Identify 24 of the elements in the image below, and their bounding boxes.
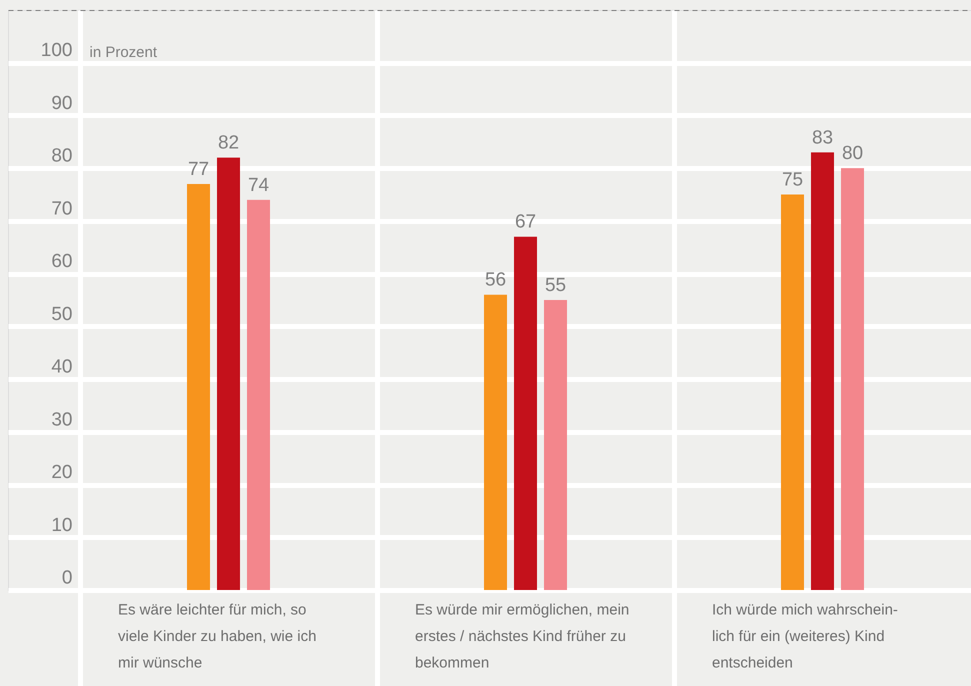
data-label: 82 bbox=[218, 132, 240, 154]
x-tick-label: Es wäre leichter für mich, so viele Kinder zu haben, wie ich mir wünsche bbox=[118, 602, 316, 672]
y-tick-label: 10 bbox=[51, 514, 72, 536]
data-label: 56 bbox=[484, 270, 506, 291]
y-tick-label: 100 bbox=[40, 40, 72, 62]
data-label: 67 bbox=[514, 212, 536, 233]
y-tick-label: 70 bbox=[51, 198, 72, 220]
data-label: 55 bbox=[544, 275, 566, 296]
data-label: 74 bbox=[248, 174, 270, 196]
data-label: 75 bbox=[782, 170, 804, 191]
y-tick-label: 30 bbox=[51, 409, 72, 430]
data-label: 83 bbox=[812, 127, 834, 148]
y-axis-title: in Prozent bbox=[90, 44, 158, 62]
y-tick-label: 20 bbox=[51, 462, 72, 484]
y-tick-label: 60 bbox=[51, 251, 72, 272]
data-label: 77 bbox=[188, 159, 210, 180]
x-tick-label: Es würde mir ermöglichen, mein erstes / nächstes Kind früher zu bekommen bbox=[415, 602, 630, 672]
y-tick-label: 0 bbox=[62, 568, 72, 588]
y-tick-label: 80 bbox=[51, 146, 72, 167]
y-tick-label: 50 bbox=[51, 304, 72, 325]
y-tick-label: 40 bbox=[51, 356, 72, 378]
x-tick-label: Ich würde mich wahrschein- lich für ein (weiteres) Kind entscheiden bbox=[712, 602, 898, 672]
y-tick-label: 90 bbox=[51, 92, 72, 114]
data-label: 80 bbox=[842, 143, 864, 164]
